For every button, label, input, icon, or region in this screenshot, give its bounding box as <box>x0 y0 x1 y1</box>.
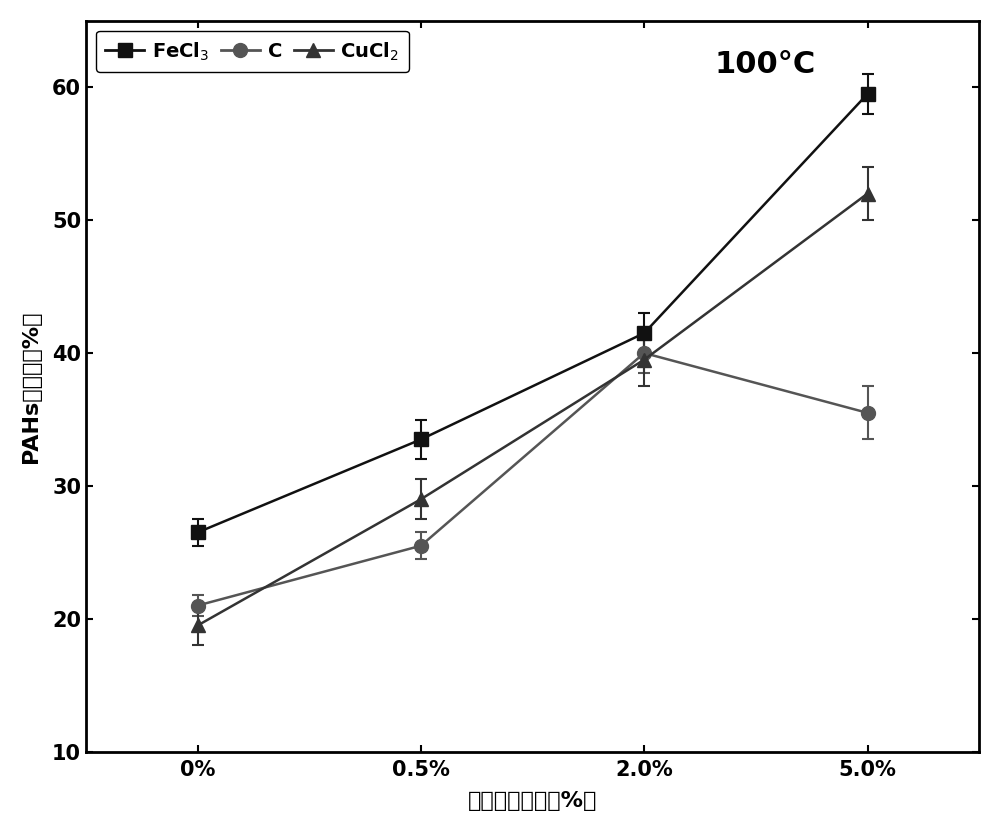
Legend: FeCl$_3$, C, CuCl$_2$: FeCl$_3$, C, CuCl$_2$ <box>96 31 409 72</box>
Text: 100°C: 100°C <box>714 50 815 79</box>
X-axis label: 改性剂添加量（%）: 改性剂添加量（%） <box>468 791 597 811</box>
Y-axis label: PAHs去除率（%）: PAHs去除率（%） <box>21 310 41 463</box>
